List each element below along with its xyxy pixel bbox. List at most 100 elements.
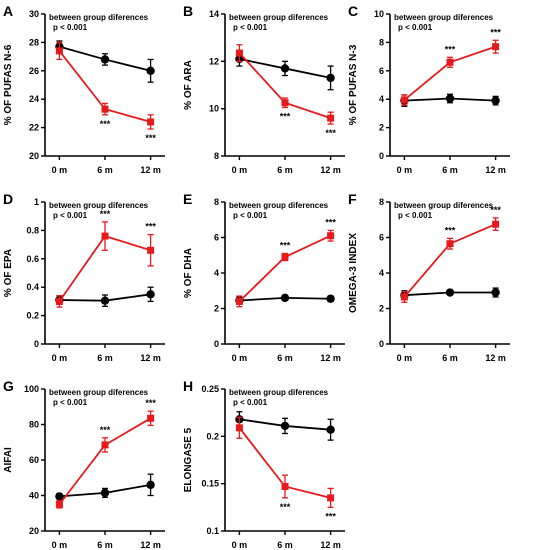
x-tick-label: 12 m <box>320 353 341 363</box>
y-tick-label: 28 <box>29 37 39 47</box>
data-point-circle <box>100 296 110 305</box>
group-difference-note: between group diferences <box>394 201 494 210</box>
y-tick-label: 8 <box>379 37 384 47</box>
significance-stars: *** <box>325 217 336 227</box>
y-tick-label: 0 <box>34 339 39 349</box>
x-tick-label: 6 m <box>442 165 458 175</box>
series-red <box>400 217 500 303</box>
y-tick-label: 30 <box>29 9 39 19</box>
significance-stars: *** <box>325 128 336 138</box>
series-red <box>235 229 335 308</box>
data-point-square <box>55 500 63 508</box>
data-point-circle <box>280 421 290 431</box>
y-tick-label: 0.1 <box>206 526 219 536</box>
y-tick-label: 8 <box>379 197 384 207</box>
data-point-circle <box>491 96 500 105</box>
data-point-square <box>101 441 109 449</box>
data-point-circle <box>100 488 110 498</box>
data-point-square <box>147 246 155 254</box>
data-point-square <box>327 494 335 502</box>
data-point-square <box>400 96 408 104</box>
y-tick-label: 10 <box>209 104 219 114</box>
significance-stars: *** <box>100 209 111 219</box>
data-point-square <box>492 43 500 51</box>
y-axis-label: ELONGASE 5 <box>183 427 194 492</box>
y-axis-label: % OF PUFAS N-6 <box>3 44 14 125</box>
group-difference-note: between group diferences <box>49 13 149 22</box>
x-tick-label: 0 m <box>52 165 68 175</box>
p-value-note: p < 0.001 <box>398 211 433 220</box>
panel-letter: F <box>348 191 357 207</box>
y-tick-label: 4 <box>379 94 384 104</box>
x-tick-label: 6 m <box>97 165 113 175</box>
data-point-square <box>235 297 243 305</box>
x-tick-label: 12 m <box>485 165 506 175</box>
panel-letter: B <box>183 3 193 19</box>
x-tick-label: 12 m <box>140 540 161 550</box>
series-black <box>235 411 335 441</box>
group-difference-note: between group diferences <box>229 13 329 22</box>
chart-panel-e: E 0 2 4 6 8 0 m 6 m 12 m % OF DHA between group di… <box>183 191 345 363</box>
group-difference-note: between group diferences <box>229 201 329 210</box>
p-value-note: p < 0.001 <box>53 211 88 220</box>
data-point-circle <box>326 294 335 303</box>
significance-stars: *** <box>145 398 156 408</box>
y-tick-label: 20 <box>29 151 39 161</box>
x-tick-label: 0 m <box>232 353 248 363</box>
y-tick-label: 100 <box>24 384 39 394</box>
data-point-square <box>327 232 335 240</box>
x-tick-label: 6 m <box>277 540 293 550</box>
p-value-note: p < 0.001 <box>53 398 88 407</box>
x-tick-label: 0 m <box>397 165 413 175</box>
series-black <box>55 286 155 308</box>
panel-letter: E <box>183 191 192 207</box>
data-point-square <box>281 253 289 261</box>
series-black <box>235 293 335 305</box>
y-tick-label: 6 <box>214 233 219 243</box>
series-line <box>403 45 496 101</box>
data-point-square <box>147 118 155 126</box>
group-difference-note: between group diferences <box>394 13 494 22</box>
y-tick-label: 14 <box>209 9 219 19</box>
y-tick-label: 0.2 <box>206 431 219 441</box>
data-point-square <box>281 483 289 491</box>
y-tick-label: 8 <box>214 151 219 161</box>
y-tick-label: 80 <box>29 420 39 430</box>
data-point-circle <box>491 288 500 297</box>
significance-stars: *** <box>100 119 111 129</box>
series-red <box>55 41 155 130</box>
data-point-square <box>446 58 454 66</box>
chart-panel-b: B 8 10 12 14 0 m 6 m 12 m % OF ARA between group … <box>183 3 345 175</box>
y-tick-label: 2 <box>379 304 384 314</box>
chart-panel-f: F 0 2 4 6 8 0 m 6 m 12 m OMEGA-3 INDEX between gro… <box>348 191 510 363</box>
data-point-square <box>327 114 335 122</box>
data-point-circle <box>280 64 290 73</box>
chart-panel-a: A 20 22 24 26 28 30 0 m 6 m 12 m % OF PUFAS N-6 bet… <box>3 3 165 175</box>
x-tick-label: 0 m <box>232 540 248 550</box>
y-tick-label: 60 <box>29 455 39 465</box>
y-tick-label: 0 <box>214 339 219 349</box>
significance-stars: *** <box>445 225 456 235</box>
series-black <box>55 473 155 501</box>
panel-letter: D <box>3 191 13 207</box>
y-tick-label: 4 <box>379 268 384 278</box>
series-red <box>235 416 335 508</box>
y-axis-label: % OF PUFAS N-3 <box>348 44 359 125</box>
y-tick-label: 0.4 <box>26 282 39 292</box>
chart-panel-h: H 0.1 0.15 0.2 0.25 0 m 6 m 12 m ELONGASE 5 betwe… <box>183 378 345 550</box>
y-tick-label: 0.6 <box>26 254 39 264</box>
x-tick-label: 6 m <box>97 540 113 550</box>
p-value-note: p < 0.001 <box>233 211 268 220</box>
p-value-note: p < 0.001 <box>398 23 433 32</box>
y-tick-label: 2 <box>379 123 384 133</box>
significance-stars: *** <box>490 27 501 37</box>
data-point-square <box>281 99 289 107</box>
y-tick-label: 22 <box>29 123 39 133</box>
p-value-note: p < 0.001 <box>53 23 88 32</box>
group-difference-note: between group diferences <box>49 201 149 210</box>
x-tick-label: 6 m <box>277 165 293 175</box>
panel-letter: A <box>3 3 13 19</box>
data-point-square <box>235 49 243 57</box>
data-point-circle <box>326 425 335 434</box>
